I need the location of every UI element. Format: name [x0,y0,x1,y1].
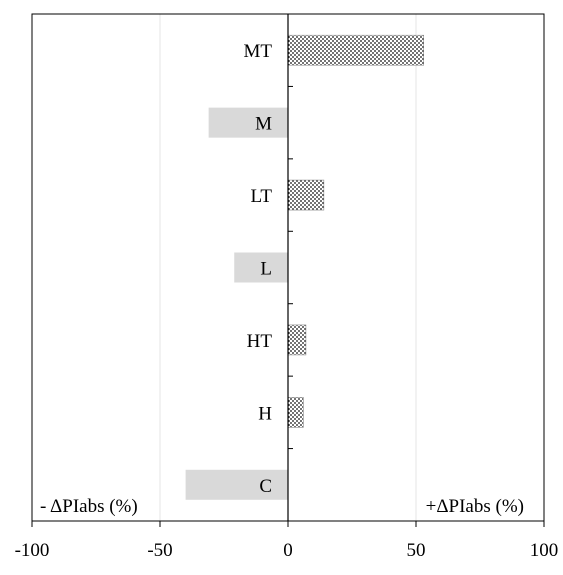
x-tick-label: -100 [15,540,50,561]
bar-h [287,397,304,428]
bar-l [234,252,288,283]
category-label-mt: MT [244,41,273,62]
x-tick-label: 50 [407,540,426,561]
category-label-c: C [259,476,272,497]
bar-ht [287,324,307,356]
category-label-l: L [260,259,272,280]
bar-lt [287,179,325,211]
bar-c [185,469,288,500]
x-tick-label: 100 [530,540,559,561]
bar-m [208,107,288,138]
left-axis-label: - ΔPIabs (%) [40,496,138,517]
category-label-lt: LT [251,186,273,207]
x-tick-label: -50 [147,540,172,561]
category-label-ht: HT [247,331,273,352]
category-label-h: H [258,403,272,424]
bar-mt [287,34,424,66]
right-axis-label: +ΔPIabs (%) [426,496,524,517]
x-tick-label: 0 [283,540,293,561]
category-label-m: M [255,114,272,135]
